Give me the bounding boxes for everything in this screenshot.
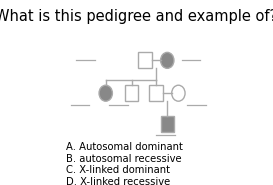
Text: C. X-linked dominant: C. X-linked dominant	[66, 165, 170, 175]
Bar	[138, 52, 152, 68]
Text: A. Autosomal dominant: A. Autosomal dominant	[66, 142, 183, 152]
Text: What is this pedigree and example of?: What is this pedigree and example of?	[0, 9, 273, 24]
Circle shape	[99, 85, 112, 101]
Bar	[161, 116, 174, 132]
Bar	[150, 85, 163, 101]
Text: D. X-linked recessive: D. X-linked recessive	[66, 177, 171, 185]
Bar	[125, 85, 138, 101]
Text: B. autosomal recessive: B. autosomal recessive	[66, 154, 182, 164]
Circle shape	[161, 52, 174, 68]
Circle shape	[172, 85, 185, 101]
